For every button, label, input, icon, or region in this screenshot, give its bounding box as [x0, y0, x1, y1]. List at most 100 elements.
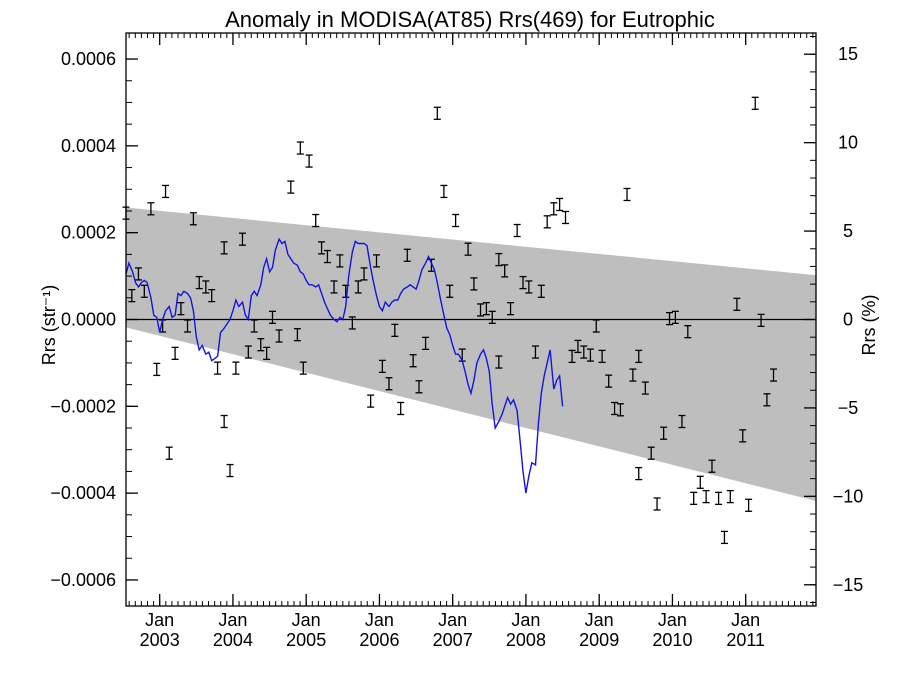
data-point	[214, 361, 222, 375]
data-point	[275, 329, 283, 343]
data-point	[715, 491, 723, 505]
x-tick-label: Jan	[292, 610, 321, 630]
data-point	[507, 301, 515, 316]
x-tick-label: Jan	[658, 610, 687, 630]
x-tick-year: 2005	[286, 630, 326, 650]
data-point	[629, 368, 637, 382]
x-tick-label: Jan	[145, 610, 174, 630]
data-point	[440, 184, 448, 199]
data-point	[220, 414, 228, 429]
data-point	[195, 275, 203, 290]
data-point	[134, 267, 142, 281]
data-point	[671, 310, 679, 324]
data-point	[367, 394, 375, 408]
right-tick-label: −15	[833, 575, 864, 595]
data-point	[323, 249, 331, 264]
data-point	[177, 301, 185, 316]
x-tick-year: 2004	[213, 630, 253, 650]
x-tick-label: Jan	[731, 610, 760, 630]
left-tick-label: 0.0006	[61, 49, 116, 69]
data-point	[433, 106, 441, 120]
data-point	[745, 498, 753, 512]
data-point	[238, 232, 246, 246]
data-point	[415, 380, 423, 394]
data-point	[446, 284, 454, 298]
data-point	[678, 414, 686, 429]
trend-band-layer	[126, 207, 816, 501]
data-point	[305, 154, 313, 168]
data-point	[611, 401, 619, 416]
left-tick-label: −0.0002	[50, 396, 116, 416]
data-point	[162, 184, 170, 199]
right-tick-label: 5	[843, 221, 853, 241]
data-point	[482, 301, 490, 316]
data-point	[296, 141, 304, 155]
x-tick-year: 2008	[506, 630, 546, 650]
data-point	[312, 213, 320, 228]
data-point	[171, 346, 179, 361]
data-point	[635, 349, 643, 364]
data-point	[189, 212, 197, 226]
data-point	[470, 277, 478, 291]
data-point	[726, 489, 734, 504]
smooth-line-layer	[125, 237, 564, 494]
right-axis-label: Rrs (%)	[859, 295, 879, 356]
left-axis-label: Rrs (str⁻¹)	[39, 285, 59, 365]
data-point	[354, 280, 362, 294]
data-point	[770, 368, 778, 382]
data-point	[202, 280, 210, 294]
data-point	[220, 241, 228, 255]
data-point	[348, 316, 356, 330]
data-point	[165, 446, 173, 460]
data-point	[257, 338, 265, 352]
x-tick-year: 2010	[652, 630, 692, 650]
x-tick-year: 2011	[726, 630, 765, 650]
data-point	[763, 393, 771, 407]
data-point	[495, 355, 503, 369]
data-point	[556, 197, 564, 212]
data-point	[605, 374, 613, 388]
data-point	[751, 96, 759, 110]
data-point	[268, 310, 276, 324]
data-point	[208, 288, 216, 303]
data-point	[391, 323, 399, 338]
data-point	[422, 336, 430, 351]
data-point	[641, 381, 649, 395]
data-point	[696, 475, 704, 489]
trend-band	[126, 207, 816, 501]
x-tick-label: Jan	[438, 610, 467, 630]
data-point	[550, 202, 558, 216]
chart-title: Anomaly in MODISA(AT85) Rrs(469) for Eut…	[225, 7, 715, 32]
data-point	[409, 354, 417, 368]
data-point	[184, 319, 192, 333]
x-tick-year: 2006	[359, 630, 399, 650]
data-point	[147, 202, 155, 216]
right-tick-label: 0	[843, 310, 853, 330]
data-point	[580, 345, 588, 359]
data-point	[373, 254, 381, 268]
data-point	[244, 345, 252, 359]
data-point	[702, 489, 710, 504]
right-tick-label: 15	[838, 44, 858, 64]
x-tick-label: Jan	[511, 610, 540, 630]
x-tick-year: 2009	[579, 630, 619, 650]
data-point	[739, 429, 747, 443]
left-tick-label: 0.0004	[61, 136, 116, 156]
x-tick-year: 2007	[433, 630, 473, 650]
left-tick-label: 0.0002	[61, 223, 116, 243]
data-point	[537, 284, 545, 298]
data-point	[616, 403, 624, 417]
data-point	[690, 491, 698, 505]
data-point	[635, 466, 643, 481]
data-point	[592, 319, 600, 333]
data-point	[287, 180, 295, 194]
data-point	[653, 497, 661, 511]
data-point	[385, 377, 393, 391]
data-point	[263, 346, 271, 361]
x-tick-label: Jan	[365, 610, 394, 630]
data-point	[531, 345, 539, 359]
data-point	[623, 187, 631, 202]
left-tick-label: 0.0000	[61, 310, 116, 330]
data-point	[403, 248, 411, 262]
